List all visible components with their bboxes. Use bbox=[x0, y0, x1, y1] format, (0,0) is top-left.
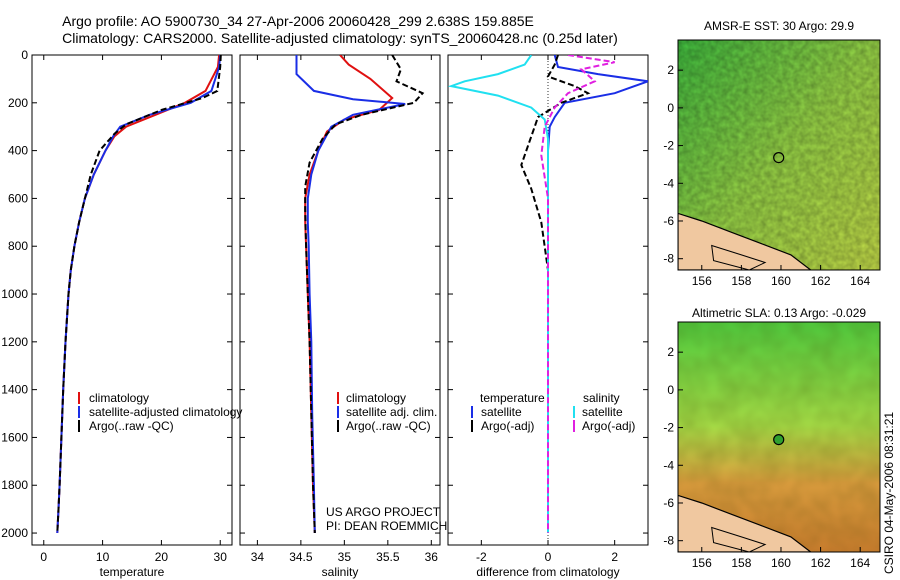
x-tick-label: -2 bbox=[476, 550, 487, 564]
y-tick-label: 0 bbox=[667, 383, 674, 397]
y-tick-label: 1400 bbox=[1, 383, 28, 397]
x-axis-label: temperature bbox=[100, 565, 165, 579]
y-tick-label: 200 bbox=[8, 96, 28, 110]
y-tick-label: -8 bbox=[663, 534, 674, 548]
x-tick-label: 162 bbox=[811, 274, 831, 288]
x-tick-label: 162 bbox=[811, 556, 831, 570]
series-line-argo-raw-qc- bbox=[304, 55, 425, 534]
legend-label: satellite bbox=[582, 405, 623, 419]
y-tick-label: -2 bbox=[663, 421, 674, 435]
x-tick-label: 34.5 bbox=[289, 550, 313, 564]
legend-label: climatology bbox=[89, 391, 149, 405]
island bbox=[711, 526, 767, 552]
legend-header-salinity: salinity bbox=[583, 391, 620, 405]
y-tick-label: 0 bbox=[21, 48, 28, 62]
legend-label: Argo(-adj) bbox=[481, 419, 534, 433]
y-tick-label: -4 bbox=[663, 176, 674, 190]
figure-title-line2: Climatology: CARS2000. Satellite-adjuste… bbox=[62, 30, 618, 46]
legend-label: satellite bbox=[481, 405, 522, 419]
x-tick-label: 156 bbox=[692, 556, 712, 570]
series-line-argo-adj-temperature- bbox=[520, 55, 591, 533]
x-tick-label: 0 bbox=[40, 550, 47, 564]
plot-frame bbox=[239, 54, 441, 546]
x-tick-label: 36 bbox=[425, 550, 439, 564]
y-tick-label: 600 bbox=[8, 191, 28, 205]
credit-project: US ARGO PROJECT bbox=[326, 505, 441, 519]
x-tick-label: 164 bbox=[850, 274, 870, 288]
island bbox=[711, 244, 767, 270]
y-tick-label: 800 bbox=[8, 239, 28, 253]
x-tick-label: 20 bbox=[155, 550, 169, 564]
legend-label: satellite-adjusted climatology bbox=[89, 405, 242, 419]
salinity-legend: climatology satellite adj. clim. Argo(..… bbox=[337, 391, 437, 433]
y-tick-label: 2 bbox=[667, 63, 674, 77]
map-frame bbox=[677, 321, 881, 553]
land-mass bbox=[678, 212, 812, 270]
plot-frame bbox=[31, 54, 233, 546]
series-line-satellite-salinity- bbox=[448, 55, 549, 533]
credit-pi: PI: DEAN ROEMMICH bbox=[326, 519, 447, 533]
x-tick-label: 2 bbox=[611, 550, 618, 564]
figure-title-line1: Argo profile: AO 5900730_34 27-Apr-2006 … bbox=[62, 13, 534, 29]
legend-label: climatology bbox=[346, 391, 406, 405]
x-tick-label: 160 bbox=[771, 556, 791, 570]
temperature-panel: 0 10 20 30 0 200 400 600 800 1000 1200 1400 1600 1800… bbox=[1, 48, 233, 579]
y-tick-label: 2 bbox=[667, 345, 674, 359]
x-tick-label: 158 bbox=[731, 556, 751, 570]
legend-header-temperature: temperature bbox=[480, 391, 545, 405]
y-tick-label: -4 bbox=[663, 458, 674, 472]
map-title: Altimetric SLA: 0.13 Argo: -0.029 bbox=[692, 306, 866, 320]
legend-label: Argo(..raw -QC) bbox=[346, 419, 431, 433]
x-tick-label: 34 bbox=[251, 550, 265, 564]
timestamp-stamp: CSIRO 04-May-2006 08:31:21 bbox=[882, 412, 896, 574]
x-tick-label: 35.5 bbox=[376, 550, 400, 564]
series-line-argo-adj-salinity- bbox=[540, 55, 615, 533]
y-tick-label: -8 bbox=[663, 252, 674, 266]
legend-label: satellite adj. clim. bbox=[346, 405, 437, 419]
legend-label: Argo(..raw -QC) bbox=[89, 419, 174, 433]
y-tick-label: -2 bbox=[663, 139, 674, 153]
map-title: AMSR-E SST: 30 Argo: 29.9 bbox=[704, 19, 854, 33]
y-tick-label: -6 bbox=[663, 496, 674, 510]
argo-float-marker bbox=[773, 434, 785, 446]
y-tick-label: -6 bbox=[663, 214, 674, 228]
x-axis-label: difference from climatology bbox=[476, 565, 619, 579]
x-tick-label: 35 bbox=[338, 550, 352, 564]
y-tick-label: 1000 bbox=[1, 287, 28, 301]
y-tick-label: 0 bbox=[667, 101, 674, 115]
series-line-climatology bbox=[304, 55, 394, 534]
sst-map-panel: AMSR-E SST: 30 Argo: 29.9 156 158 160 162 164… bbox=[663, 19, 881, 288]
x-tick-label: 0 bbox=[545, 550, 552, 564]
y-tick-label: 1200 bbox=[1, 335, 28, 349]
x-tick-label: 156 bbox=[692, 274, 712, 288]
x-tick-label: 158 bbox=[731, 274, 751, 288]
y-tick-label: 2000 bbox=[1, 526, 28, 540]
land-mass bbox=[678, 494, 812, 552]
x-tick-label: 10 bbox=[96, 550, 110, 564]
series-line-satellite-adj-clim- bbox=[295, 55, 406, 534]
x-tick-label: 160 bbox=[771, 274, 791, 288]
x-axis-label: salinity bbox=[322, 565, 359, 579]
sla-map-panel: Altimetric SLA: 0.13 Argo: -0.029 156 158 1… bbox=[663, 306, 881, 570]
y-tick-label: 400 bbox=[8, 144, 28, 158]
legend-label: Argo(-adj) bbox=[582, 419, 635, 433]
salinity-panel: 34 34.5 35 35.5 36 salinity bbox=[239, 54, 441, 579]
difference-legend: temperature salinity satellite Argo(-adj… bbox=[471, 391, 635, 433]
map-frame bbox=[677, 39, 881, 271]
y-tick-label: 1600 bbox=[1, 430, 28, 444]
temperature-legend: climatology satellite-adjusted climatolo… bbox=[78, 391, 242, 433]
x-tick-label: 164 bbox=[850, 556, 870, 570]
x-tick-label: 30 bbox=[214, 550, 228, 564]
argo-float-marker bbox=[773, 152, 785, 164]
series-line-argo-raw-qc- bbox=[56, 55, 222, 534]
y-tick-label: 1800 bbox=[1, 478, 28, 492]
